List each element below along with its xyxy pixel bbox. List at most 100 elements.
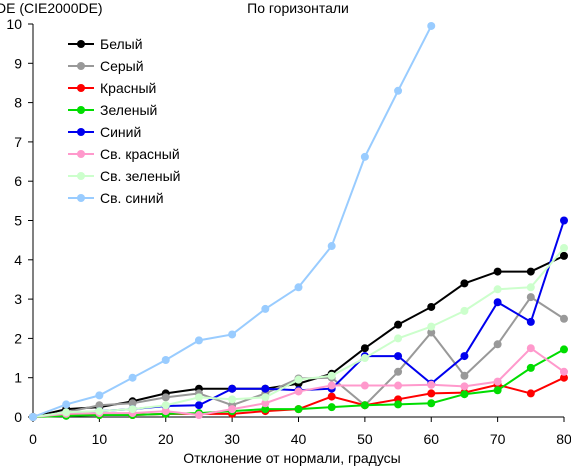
data-point <box>360 381 369 390</box>
data-point <box>327 392 336 401</box>
data-point <box>427 21 436 30</box>
series-4 <box>29 345 568 421</box>
y-tick-label: 1 <box>14 370 22 386</box>
x-tick-label: 50 <box>357 431 373 447</box>
data-point <box>294 405 303 414</box>
x-tick-label: 30 <box>224 431 240 447</box>
data-point <box>560 244 568 253</box>
data-point <box>161 393 170 402</box>
data-point <box>360 152 369 161</box>
data-point <box>95 401 104 410</box>
y-tick-label: 0 <box>14 409 22 425</box>
y-tick-label: 6 <box>14 173 22 189</box>
x-axis-label: Отклонение от нормали, градусы <box>183 450 400 466</box>
data-point <box>95 391 104 400</box>
data-point <box>360 401 369 410</box>
data-point <box>526 317 535 326</box>
data-point <box>194 411 203 420</box>
legend-label: Серый <box>100 58 144 74</box>
data-point <box>427 380 436 389</box>
series-line <box>32 25 433 418</box>
data-point <box>194 401 203 410</box>
data-point <box>526 293 535 302</box>
series-6 <box>29 344 568 421</box>
data-point <box>161 356 170 365</box>
data-point <box>128 399 137 408</box>
series-1 <box>29 251 568 421</box>
data-point <box>560 345 568 354</box>
legend-swatch-marker <box>77 128 85 136</box>
data-point <box>261 304 270 313</box>
data-point <box>294 283 303 292</box>
legend-swatch-marker <box>77 172 85 180</box>
data-point <box>294 387 303 396</box>
x-tick-label: 40 <box>291 431 307 447</box>
data-point <box>394 320 403 329</box>
legend-swatch-marker <box>77 62 85 70</box>
series-8 <box>29 21 436 421</box>
data-point <box>228 405 237 414</box>
legend-label: Зеленый <box>100 102 157 118</box>
data-point <box>560 251 568 260</box>
data-point <box>394 400 403 409</box>
x-tick-label: 10 <box>92 431 108 447</box>
axes: 0 1 2 3 4 5 6 7 8 9 10 0 10 20 30 40 50 60 70 80 <box>6 16 571 447</box>
data-point <box>261 384 270 393</box>
x-tick-label: 60 <box>423 431 439 447</box>
data-point <box>261 393 270 402</box>
x-tick-label: 80 <box>556 431 571 447</box>
data-point <box>460 390 469 399</box>
data-point <box>560 373 568 382</box>
legend-entry: Серый <box>68 58 144 74</box>
series-layer <box>29 21 568 421</box>
data-point <box>228 395 237 404</box>
data-point <box>493 298 502 307</box>
legend-label: Св. красный <box>100 146 180 162</box>
x-tick-label: 20 <box>158 431 174 447</box>
data-point <box>327 381 336 390</box>
y-tick-label: 4 <box>14 252 22 268</box>
data-point <box>427 302 436 311</box>
data-point <box>493 285 502 294</box>
data-point <box>194 393 203 402</box>
data-point <box>394 334 403 343</box>
legend-swatch-marker <box>77 84 85 92</box>
data-point <box>427 328 436 337</box>
data-point <box>95 407 104 416</box>
y-tick-label: 7 <box>14 134 22 150</box>
data-point <box>526 389 535 398</box>
data-point <box>261 399 270 408</box>
x-tick-label: 0 <box>29 431 37 447</box>
y-tick-label: 5 <box>14 213 22 229</box>
data-point <box>427 399 436 408</box>
chart-title: По горизонтали <box>247 0 349 16</box>
data-point <box>394 367 403 376</box>
legend-label: Св. зеленый <box>100 168 180 184</box>
data-point <box>427 322 436 331</box>
legend-entry: Белый <box>68 36 143 52</box>
legend-entry: Синий <box>68 124 141 140</box>
data-point <box>526 344 535 353</box>
legend-swatch-marker <box>77 194 85 202</box>
data-point <box>460 279 469 288</box>
data-point <box>62 400 71 409</box>
x-tick-label: 70 <box>490 431 506 447</box>
data-point <box>194 336 203 345</box>
data-point <box>394 86 403 95</box>
data-point <box>460 382 469 391</box>
y-tick-label: 10 <box>6 16 22 32</box>
legend-swatch-marker <box>77 150 85 158</box>
legend-entry: Св. синий <box>68 190 164 206</box>
y-tick-label: 9 <box>14 55 22 71</box>
y-tick-label: 2 <box>14 330 22 346</box>
data-point <box>327 371 336 380</box>
data-point <box>327 403 336 412</box>
data-point <box>460 306 469 315</box>
data-point <box>29 413 37 421</box>
data-point <box>394 352 403 361</box>
data-point <box>62 408 71 417</box>
data-point <box>560 216 568 225</box>
data-point <box>228 330 237 339</box>
data-point <box>327 242 336 251</box>
